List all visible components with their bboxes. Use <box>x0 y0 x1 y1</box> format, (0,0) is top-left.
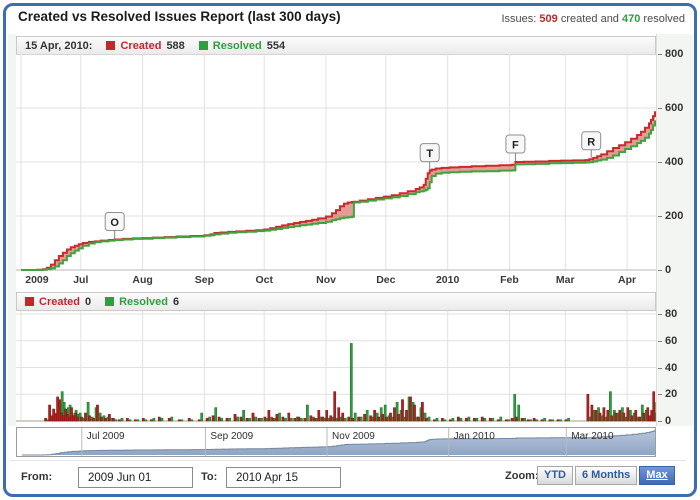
right-gutter <box>656 34 693 426</box>
y-axis-tick <box>658 421 662 422</box>
y-axis-tick <box>658 216 662 217</box>
svg-text:F: F <box>512 140 519 152</box>
navigator-svg <box>17 428 655 456</box>
from-input[interactable] <box>78 467 193 488</box>
y-axis-label: 400 <box>665 156 684 168</box>
created-legend-label: Created <box>120 39 162 52</box>
y-axis-tick <box>658 367 662 369</box>
x-axis-label: Feb <box>500 274 519 286</box>
resolved-swatch-icon <box>198 41 208 50</box>
zoom-button-max[interactable]: Max <box>639 466 675 485</box>
y-axis-label: 0 <box>665 264 672 276</box>
y-axis-tick <box>658 394 662 396</box>
x-axis-label: Apr <box>618 274 637 286</box>
bar-resolved-legend-value: 6 <box>173 295 180 308</box>
main-chart-legend: 15 Apr, 2010: Created 588 Resolved 554 <box>16 36 656 55</box>
main-chart-y-axis: 0 200 400 600 800 <box>656 48 696 276</box>
issues-summary: Issues: 509 created and 470 resolved <box>501 13 685 25</box>
y-axis-label: 200 <box>665 210 684 222</box>
y-axis-label: 600 <box>665 102 684 114</box>
navigator-label: Jan 2010 <box>453 431 495 442</box>
issues-summary-label: Issues: <box>501 13 537 25</box>
zoom-label: Zoom: <box>505 470 539 482</box>
created-swatch-icon <box>106 41 116 50</box>
main-chart-svg: O T F R <box>16 54 656 271</box>
y-axis-label: 0 <box>665 415 672 427</box>
y-axis-tick <box>658 270 662 271</box>
zoom-button-ytd[interactable]: YTD <box>537 466 573 485</box>
x-axis-label: Dec <box>376 274 396 286</box>
issues-created-text: created and <box>560 13 619 25</box>
navigator[interactable]: Jul 2009 Sep 2009 Nov 2009 Jan 2010 Mar 2010 <box>16 427 656 457</box>
resolved-swatch-icon <box>105 297 115 306</box>
zoom-button-6-months[interactable]: 6 Months <box>575 466 638 485</box>
y-axis-label: 40 <box>665 361 678 374</box>
flag-F[interactable] <box>505 134 526 154</box>
main-chart[interactable]: O T F R <box>16 54 656 271</box>
navigator-label: Jul 2009 <box>86 431 125 442</box>
x-axis-label: Aug <box>132 274 153 286</box>
issues-resolved-count: 470 <box>622 13 641 25</box>
bar-created-legend-value: 0 <box>84 295 92 308</box>
x-axis-label: Sep <box>194 274 215 286</box>
to-label: To: <box>201 471 218 483</box>
footer-divider <box>10 460 686 461</box>
y-axis-tick <box>658 108 662 109</box>
bar-resolved-legend-label: Resolved <box>119 295 169 308</box>
left-gutter <box>8 34 16 426</box>
y-axis-label: 80 <box>665 308 678 320</box>
svg-text:T: T <box>426 148 433 160</box>
page-title: Created vs Resolved Issues Report (last … <box>18 9 341 24</box>
y-axis-tick <box>658 162 662 163</box>
navigator-label: Nov 2009 <box>332 431 375 442</box>
y-axis-tick <box>658 54 662 55</box>
x-axis-label: Nov <box>316 274 336 286</box>
legend-date: 15 Apr, 2010: <box>25 39 93 52</box>
y-axis-label: 20 <box>665 388 678 401</box>
x-axis-label: Oct <box>255 274 273 286</box>
y-axis-tick <box>658 340 662 342</box>
svg-text:O: O <box>110 217 119 229</box>
bar-chart[interactable] <box>16 311 656 422</box>
issues-resolved-text: resolved <box>643 13 685 25</box>
bar-chart-svg <box>16 311 656 422</box>
x-axis-label: 2010 <box>435 274 460 286</box>
x-axis-label: Mar <box>555 274 575 286</box>
created-legend-value: 588 <box>166 39 185 52</box>
bar-created-legend-label: Created <box>39 295 80 308</box>
created-swatch-icon <box>25 297 34 306</box>
y-axis-label: 800 <box>665 48 684 60</box>
issues-created-count: 509 <box>539 13 558 25</box>
navigator-label: Mar 2010 <box>571 431 614 442</box>
flag-O[interactable] <box>104 212 125 231</box>
flag-T[interactable] <box>419 143 440 163</box>
navigator-label: Sep 2009 <box>210 431 254 442</box>
main-chart-x-axis: 2009 Jul Aug Sep Oct Nov Dec 2010 Feb Mar Apr <box>16 272 656 288</box>
svg-text:R: R <box>587 136 595 148</box>
y-axis-tick <box>658 314 662 315</box>
bar-chart-y-axis: 0 20 40 60 80 <box>656 308 696 427</box>
flag-R[interactable] <box>581 131 602 151</box>
resolved-legend-value: 554 <box>266 39 286 52</box>
zoom-buttons: YTD 6 Months Max <box>537 466 675 485</box>
from-label: From: <box>21 471 53 483</box>
x-axis-label: 2009 <box>25 274 49 286</box>
x-axis-label: Jul <box>73 274 89 286</box>
bar-chart-legend: Created 0 Resolved 6 <box>16 292 656 311</box>
resolved-legend-label: Resolved <box>212 39 262 52</box>
to-input[interactable] <box>226 467 341 488</box>
y-axis-label: 60 <box>665 334 678 347</box>
